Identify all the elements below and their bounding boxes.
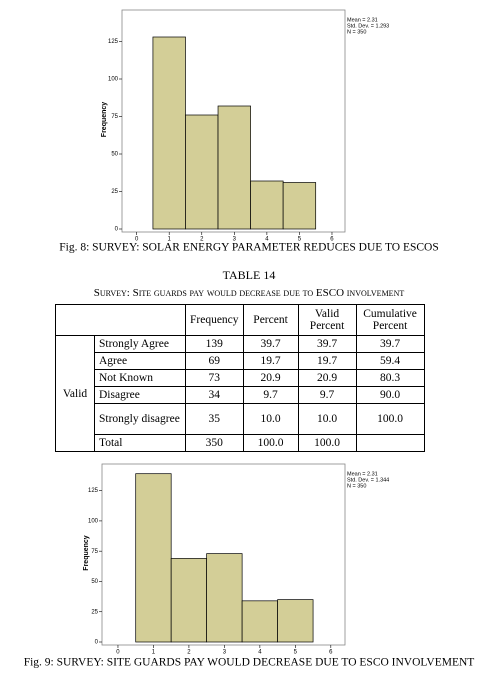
x-tick-label: 1 — [152, 650, 156, 656]
group-cell: Valid — [55, 335, 95, 452]
value-cell: 59.4 — [355, 352, 425, 370]
x-tick-label: 3 — [233, 237, 237, 243]
y-axis-label: Frequency — [101, 102, 108, 138]
y-tick-label: 125 — [108, 39, 119, 45]
value-cell: 100.0 — [355, 403, 425, 435]
value-cell: 39.7 — [355, 335, 425, 353]
value-cell: 350 — [185, 434, 244, 452]
value-cell: 39.7 — [297, 335, 357, 353]
x-tick-label: 5 — [298, 237, 302, 243]
table: Frequency Percent Valid Percent Cumulative … — [55, 304, 425, 452]
value-cell: 10.0 — [242, 403, 299, 435]
row-label: Disagree — [94, 386, 186, 404]
x-tick-label: 5 — [294, 650, 298, 656]
value-cell: 9.7 — [242, 386, 299, 404]
y-tick-label: 125 — [88, 488, 99, 494]
value-cell: 19.7 — [242, 352, 299, 370]
x-tick-label: 2 — [200, 237, 204, 243]
y-tick-label: 75 — [91, 549, 98, 555]
bar — [135, 473, 172, 643]
x-tick-label: 4 — [265, 237, 269, 243]
value-cell: 20.9 — [242, 369, 299, 387]
y-tick-label: 75 — [111, 114, 118, 120]
x-tick-label: 0 — [116, 650, 120, 656]
y-tick-label: 50 — [91, 579, 98, 585]
x-tick-label: 3 — [223, 650, 227, 656]
value-cell: 69 — [185, 352, 244, 370]
value-cell: 139 — [185, 335, 244, 353]
x-tick-label: 6 — [330, 237, 334, 243]
header-cell: Cumulative Percent — [355, 304, 425, 336]
y-tick-label: 0 — [115, 227, 119, 233]
row-label: Strongly Agree — [94, 335, 186, 353]
value-cell: 90.0 — [355, 386, 425, 404]
bar — [282, 182, 317, 230]
table-number: TABLE 14 — [222, 268, 276, 282]
stats-line: Std. Dev. = 1.293 — [347, 23, 389, 29]
y-tick-label: 0 — [95, 640, 99, 646]
y-tick-label: 25 — [91, 609, 98, 615]
row-label: Total — [94, 434, 186, 452]
bar — [217, 105, 251, 230]
value-cell: 9.7 — [297, 386, 357, 404]
value-cell: 34 — [185, 386, 244, 404]
value-cell: 35 — [185, 403, 244, 435]
value-cell: 100.0 — [297, 434, 357, 452]
bar — [170, 558, 207, 643]
stats-line: N = 350 — [347, 29, 366, 35]
header-cell: Valid Percent — [297, 304, 357, 336]
x-tick-label: 0 — [135, 237, 139, 243]
stats-line: N = 350 — [347, 483, 366, 489]
stats-line: Std. Dev. = 1.344 — [347, 477, 389, 483]
value-cell: 19.7 — [297, 352, 357, 370]
value-cell: 39.7 — [242, 335, 299, 353]
stats-line: Mean = 2.31 — [347, 471, 378, 477]
bar — [250, 180, 284, 230]
bar — [277, 599, 314, 643]
caption: Fig. 9: SURVEY: SITE GUARDS PAY WOULD DE… — [24, 657, 475, 669]
x-tick-label: 6 — [329, 650, 333, 656]
row-label: Agree — [94, 352, 186, 370]
bar — [152, 36, 186, 230]
x-tick-label: 2 — [187, 650, 191, 656]
value-cell: 80.3 — [355, 369, 425, 387]
bar — [206, 553, 243, 643]
value-cell: 100.0 — [242, 434, 299, 452]
x-tick-label: 1 — [168, 237, 172, 243]
y-tick-label: 100 — [108, 77, 119, 83]
x-tick-label: 4 — [258, 650, 262, 656]
header-cell: Frequency — [185, 304, 244, 336]
row-label: Strongly disagree — [94, 403, 186, 435]
bar — [185, 114, 219, 230]
value-cell: 20.9 — [297, 369, 357, 387]
caption: Fig. 8: SURVEY: SOLAR ENERGY PARAMETER R… — [59, 242, 439, 254]
row-label: Not Known — [94, 369, 186, 387]
y-axis-label: Frequency — [83, 535, 90, 571]
table-title: Survey: Site guards pay would decrease d… — [93, 287, 405, 299]
y-tick-label: 25 — [111, 189, 118, 195]
stats-line: Mean = 2.31 — [347, 17, 378, 23]
blank-cell — [55, 304, 186, 336]
value-cell: 10.0 — [297, 403, 357, 435]
value-cell: 73 — [185, 369, 244, 387]
header-cell: Percent — [242, 304, 299, 336]
y-tick-label: 50 — [111, 152, 118, 158]
y-tick-label: 100 — [88, 518, 99, 524]
value-cell — [355, 434, 425, 452]
bar — [241, 600, 278, 643]
